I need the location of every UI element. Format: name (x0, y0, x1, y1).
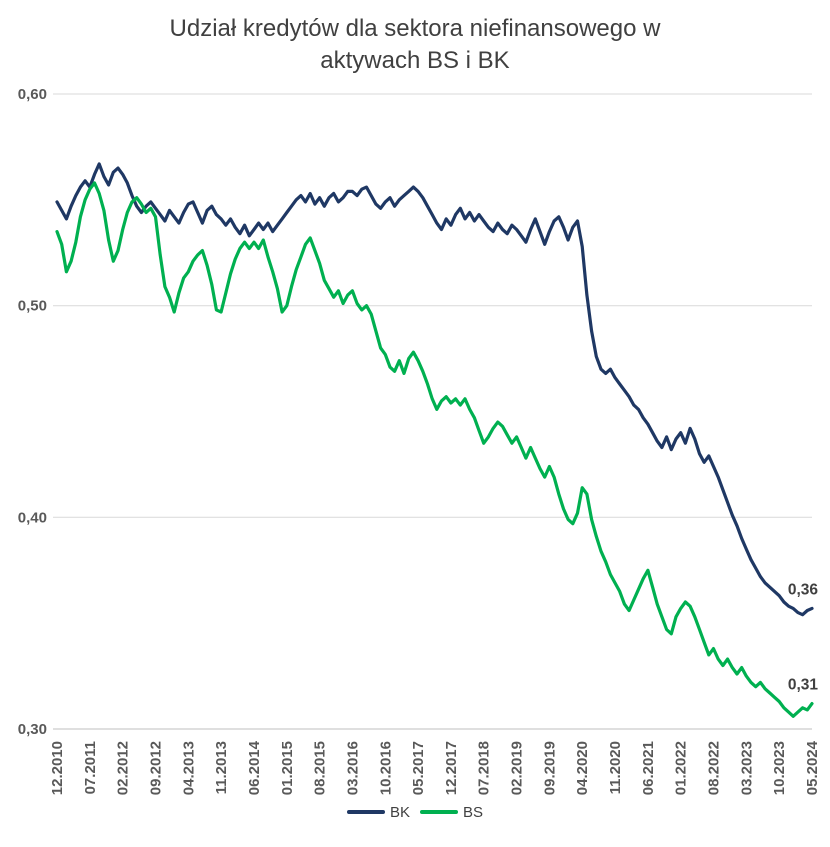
x-tick-label: 09.2012 (148, 741, 165, 795)
x-tick-label: 06.2021 (640, 741, 657, 795)
x-tick-label: 10.2023 (771, 741, 788, 795)
chart-legend: BK BS (0, 804, 830, 821)
x-tick-label: 02.2012 (115, 741, 132, 795)
x-tick-label: 06.2014 (246, 740, 263, 795)
x-tick-label: 12.2017 (443, 741, 460, 795)
x-tick-label: 03.2023 (738, 741, 755, 795)
y-tick-label: 0,50 (18, 297, 47, 314)
y-tick-label: 0,60 (18, 86, 47, 103)
series-line-bk (55, 162, 814, 617)
x-tick-label: 09.2019 (541, 741, 558, 795)
x-tick-label: 07.2018 (476, 741, 493, 795)
y-tick-label: 0,40 (18, 509, 47, 526)
bk-line-swatch (346, 810, 385, 815)
x-tick-label: 01.2022 (673, 741, 690, 795)
end-value-label-bs: 0,31 (788, 676, 819, 693)
x-tick-label: 12.2010 (49, 741, 66, 795)
x-tick-label: 10.2016 (377, 741, 394, 795)
legend-item-bs: BS (420, 804, 483, 821)
x-tick-label: 07.2011 (82, 741, 99, 794)
x-tick-label: 02.2019 (509, 741, 526, 795)
x-tick-label: 03.2016 (344, 741, 361, 795)
x-tick-label: 05.2017 (410, 741, 427, 795)
x-tick-label: 11.2020 (607, 741, 624, 794)
x-tick-label: 08.2015 (312, 741, 329, 795)
x-tick-label: 04.2013 (180, 741, 197, 795)
x-tick-label: 01.2015 (279, 741, 296, 795)
legend-item-bk: BK (346, 803, 410, 821)
x-tick-label: 11.2013 (213, 741, 230, 794)
y-tick-label: 0,30 (18, 721, 47, 738)
legend-label-bk: BK (389, 803, 410, 821)
bs-line-swatch (420, 810, 458, 815)
x-tick-label: 05.2024 (804, 740, 821, 795)
x-tick-label: 04.2020 (574, 741, 591, 795)
x-tick-label: 08.2022 (706, 741, 723, 795)
series-line-bs (55, 181, 814, 718)
end-value-label-bk: 0,36 (788, 581, 819, 598)
legend-label-bs: BS (463, 803, 484, 821)
chart-title: Udział kredytów dla sektora niefinansowe… (169, 15, 661, 75)
